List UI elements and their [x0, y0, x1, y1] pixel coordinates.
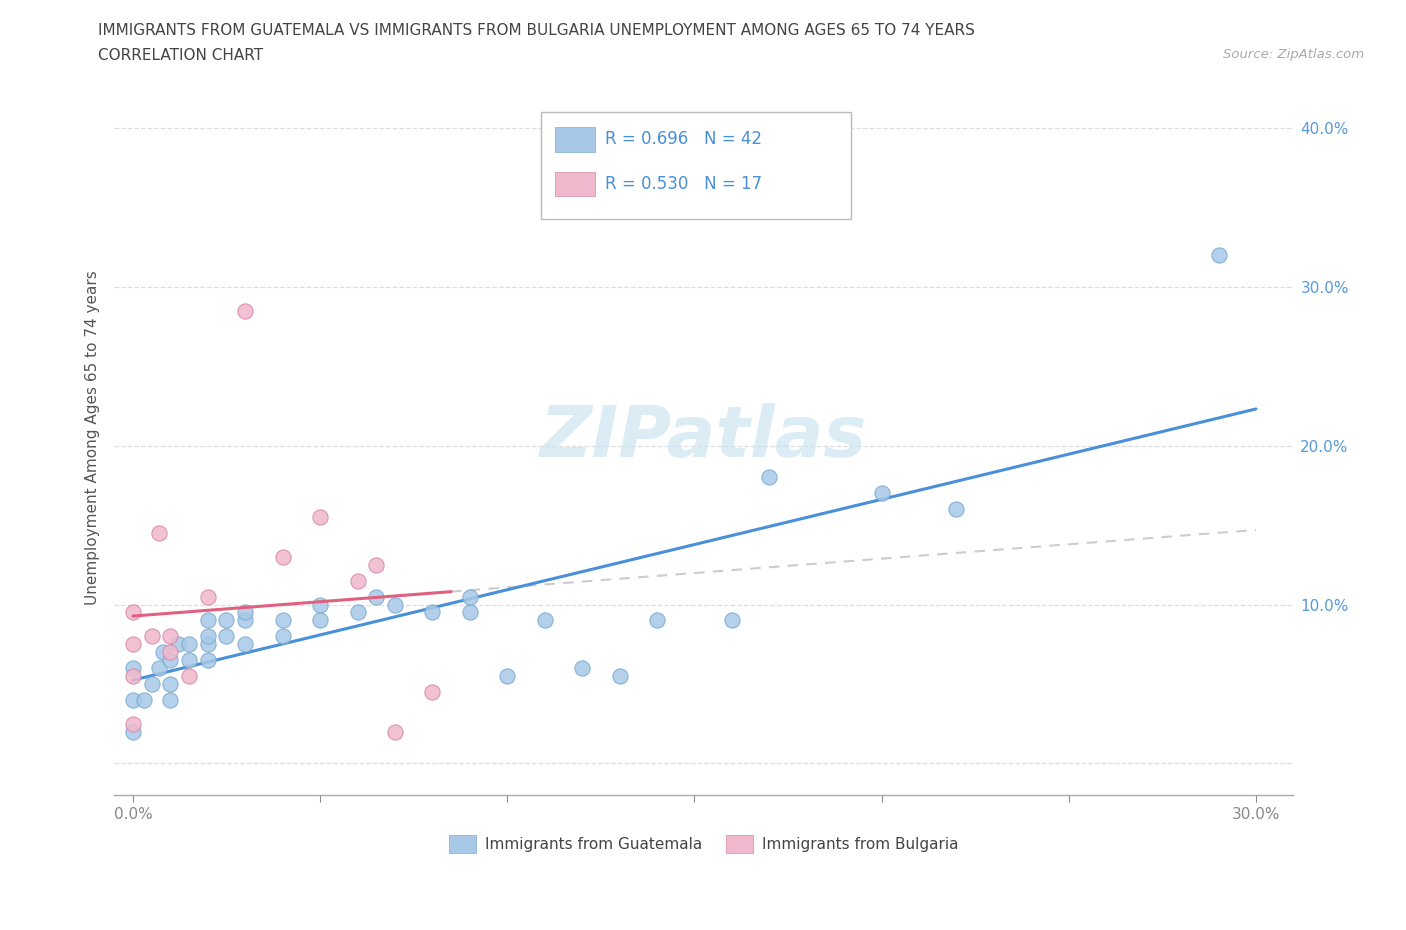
Point [122, 724, 145, 739]
Point [384, 597, 406, 612]
Point [458, 589, 481, 604]
Point [159, 644, 181, 659]
Point [309, 613, 332, 628]
Point [152, 644, 174, 659]
Point [609, 669, 631, 684]
Point [197, 589, 219, 604]
Point [309, 597, 332, 612]
Point [870, 485, 893, 500]
Point [384, 724, 406, 739]
Point [233, 637, 256, 652]
Point [122, 637, 145, 652]
Point [141, 629, 163, 644]
Point [197, 653, 219, 668]
Point [122, 660, 145, 675]
Point [159, 653, 181, 668]
Text: Source: ZipAtlas.com: Source: ZipAtlas.com [1223, 48, 1364, 61]
Point [422, 605, 444, 620]
Point [422, 684, 444, 699]
Legend: Immigrants from Guatemala, Immigrants from Bulgaria: Immigrants from Guatemala, Immigrants fr… [443, 830, 965, 859]
Point [233, 613, 256, 628]
Text: IMMIGRANTS FROM GUATEMALA VS IMMIGRANTS FROM BULGARIA UNEMPLOYMENT AMONG AGES 65: IMMIGRANTS FROM GUATEMALA VS IMMIGRANTS … [98, 23, 976, 38]
Point [533, 613, 555, 628]
Point [645, 613, 668, 628]
Point [159, 676, 181, 691]
Point [197, 637, 219, 652]
Point [177, 669, 200, 684]
Point [122, 693, 145, 708]
Point [366, 589, 388, 604]
Point [309, 510, 332, 525]
Point [233, 303, 256, 318]
Point [271, 629, 294, 644]
Point [122, 716, 145, 731]
Point [141, 676, 163, 691]
Point [148, 525, 170, 540]
Y-axis label: Unemployment Among Ages 65 to 74 years: Unemployment Among Ages 65 to 74 years [86, 271, 100, 605]
Point [346, 573, 368, 588]
Point [148, 660, 170, 675]
Point [177, 653, 200, 668]
Point [197, 629, 219, 644]
Text: CORRELATION CHART: CORRELATION CHART [98, 48, 263, 63]
Point [721, 613, 744, 628]
Point [177, 637, 200, 652]
Point [271, 550, 294, 565]
Point [159, 629, 181, 644]
Point [458, 605, 481, 620]
Point [197, 613, 219, 628]
Point [1208, 247, 1230, 262]
Point [122, 605, 145, 620]
Point [346, 605, 368, 620]
Point [134, 693, 156, 708]
Text: R = 0.696   N = 42: R = 0.696 N = 42 [605, 130, 762, 149]
Text: R = 0.530   N = 17: R = 0.530 N = 17 [605, 175, 762, 193]
Point [758, 470, 780, 485]
Point [571, 660, 593, 675]
Point [271, 613, 294, 628]
Point [233, 605, 256, 620]
Point [159, 693, 181, 708]
Point [215, 613, 238, 628]
Point [496, 669, 519, 684]
Text: ZIPatlas: ZIPatlas [540, 404, 868, 472]
Point [215, 629, 238, 644]
Point [166, 637, 188, 652]
Point [945, 502, 967, 517]
Point [122, 669, 145, 684]
Point [366, 557, 388, 572]
